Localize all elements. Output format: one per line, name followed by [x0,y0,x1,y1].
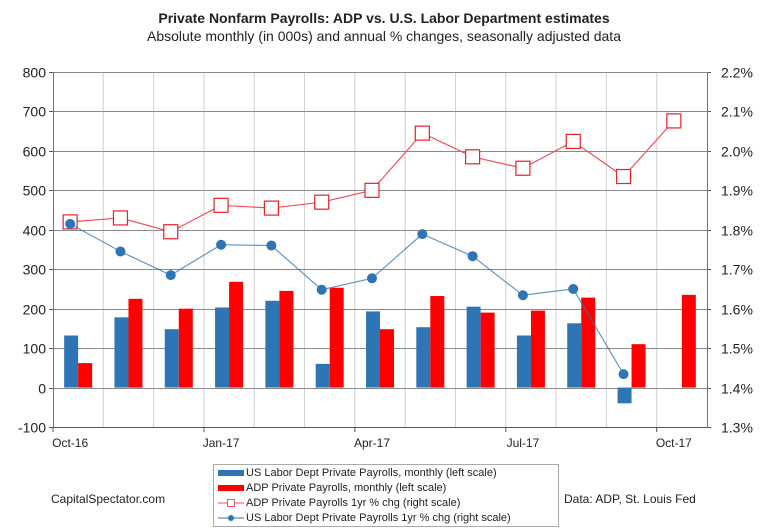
us-pct-marker [65,218,76,229]
adp-bar [530,310,545,388]
credit-text: CapitalSpectator.com [51,492,166,506]
adp-bar [380,329,394,388]
chart-title: Private Nonfarm Payrolls: ADP vs. U.S. L… [158,10,610,26]
adp-bar [480,312,495,388]
us-pct-marker [417,229,428,240]
left-tick-label: 800 [23,65,47,81]
right-tick-label: 1.9% [721,183,753,199]
right-tick-label: 1.4% [721,381,753,397]
us-bar [416,327,431,388]
adp-pct-marker [263,200,279,216]
chart-subtitle: Absolute monthly (in 000s) and annual % … [147,28,621,44]
us-pct-marker [367,273,377,284]
right-tick-label: 2.0% [721,144,753,160]
right-tick-label: 2.2% [721,65,753,81]
us-bar [215,307,230,388]
adp-bar [178,308,193,388]
right-tick-label: 1.7% [721,262,753,278]
x-tick-label: Oct-16 [52,436,88,450]
us-pct-line [69,223,625,375]
us-pct-marker [467,251,478,262]
adp-bar [329,287,344,388]
legend-label: US Labor Dept Private Payrolls, monthly … [246,466,497,479]
left-tick-label: 700 [23,104,47,120]
adp-pct-marker [666,113,682,129]
us-bar [466,306,481,388]
us-pct-marker [517,290,528,301]
x-tick-label: Apr-17 [354,436,390,450]
right-tick-label: 1.6% [721,302,753,318]
right-tick-label: 1.5% [721,341,753,357]
left-tick-label: 200 [23,302,47,318]
adp-bar [229,281,244,388]
adp-pct-marker [364,182,380,198]
adp-pct-marker [565,133,581,150]
adp-bar [279,290,294,388]
source-text: Data: ADP, St. Louis Fed [564,492,696,506]
us-pct-marker [568,283,579,294]
legend-swatch-adp-line [218,498,244,507]
adp-bar [78,363,93,388]
adp-bar [681,294,696,388]
legend-label: ADP Private Payrolls, monthly (left scal… [246,481,447,494]
right-tick-label: 2.1% [721,104,753,120]
adp-pct-marker [465,149,481,165]
adp-pct-marker [163,224,179,240]
us-pct-marker [618,369,629,380]
us-bar [164,329,179,388]
adp-bar [430,296,445,388]
left-tick-label: 300 [23,262,47,278]
us-bar [516,335,531,388]
legend: US Labor Dept Private Payrolls, monthly … [213,464,559,527]
us-bar [64,335,79,388]
legend-item-us-bars: US Labor Dept Private Payrolls, monthly … [214,465,558,480]
legend-item-adp-line: ADP Private Payrolls 1yr % chg (right sc… [214,495,558,510]
left-tick-label: 400 [23,223,47,239]
us-pct-marker [266,240,277,251]
adp-bar [581,297,596,388]
legend-item-adp-bars: ADP Private Payrolls, monthly (left scal… [214,480,558,495]
us-pct-marker [316,284,327,295]
left-tick-label: -100 [18,420,46,436]
us-bar [315,363,330,388]
legend-label: US Labor Dept Private Payrolls 1yr % chg… [246,511,511,524]
adp-pct-marker [314,194,330,210]
adp-pct-marker [515,160,531,176]
legend-item-us-line: US Labor Dept Private Payrolls 1yr % chg… [214,510,558,525]
x-tick-label: Jan-17 [203,436,240,450]
left-tick-label: 500 [23,183,47,199]
left-tick-label: 600 [23,144,47,160]
adp-pct-marker [112,210,129,226]
adp-pct-line [70,120,675,233]
x-tick-label: Oct-17 [656,436,692,450]
adp-bar [631,344,646,388]
us-bar [114,317,129,388]
left-tick-label: 0 [38,381,46,397]
us-pct-marker [115,246,126,257]
us-bar [265,300,280,388]
legend-swatch-adp-bars [218,484,244,491]
us-pct-marker [216,239,227,250]
adp-pct-marker [615,168,632,185]
us-pct-marker [165,270,176,281]
legend-swatch-us-line [218,514,244,521]
adp-bar [128,298,143,388]
us-bar [366,311,380,388]
right-tick-label: 1.3% [721,420,753,436]
right-tick-label: 1.8% [721,223,753,239]
x-tick-label: Jul-17 [507,436,540,450]
us-bar [567,323,582,388]
legend-label: ADP Private Payrolls 1yr % chg (right sc… [246,496,461,509]
left-tick-label: 100 [23,341,47,357]
adp-pct-marker [213,197,229,213]
us-bar [617,387,632,404]
chart-area: -100 0 100 200 300 400 500 600 700 800 1.3% 1.4% 1.5… [18,65,753,451]
legend-swatch-us-bars [218,469,244,476]
adp-pct-marker [414,125,430,141]
